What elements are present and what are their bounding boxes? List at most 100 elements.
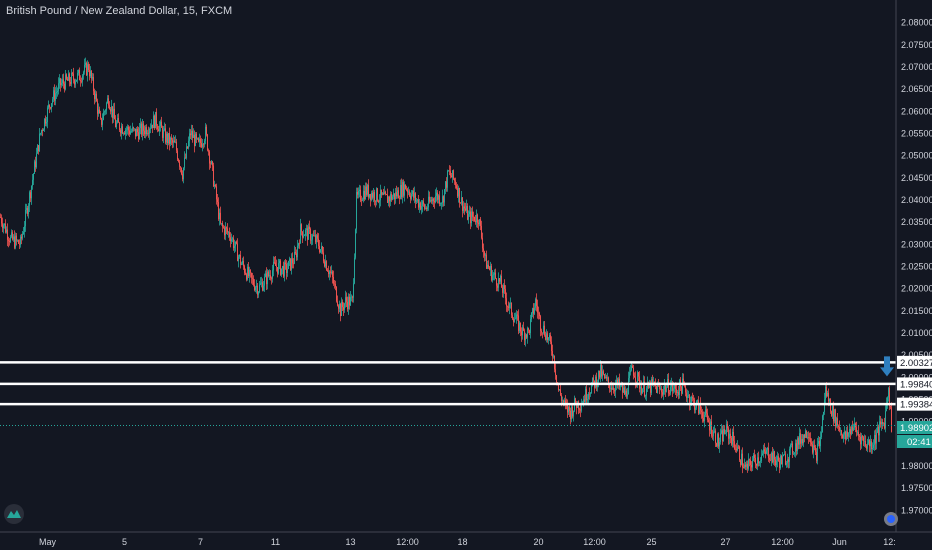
candle-body <box>771 452 772 461</box>
candle-body <box>560 389 561 396</box>
candle-body <box>386 194 387 195</box>
candle-body <box>77 72 78 80</box>
candle-body <box>35 161 36 168</box>
candle-body <box>796 443 797 452</box>
candle-body <box>706 409 707 414</box>
candle-body <box>677 392 678 394</box>
candle-body <box>623 387 624 393</box>
candle-body <box>227 228 228 233</box>
candle-body <box>828 392 829 402</box>
candle-body <box>139 128 140 140</box>
candle-body <box>179 161 180 167</box>
candle-body <box>336 286 337 302</box>
candle-body <box>519 322 520 331</box>
candle-body <box>827 392 828 397</box>
candle-body <box>872 448 873 450</box>
settings-icon[interactable] <box>884 512 898 526</box>
candle-body <box>603 371 604 374</box>
candle-body <box>510 302 511 304</box>
candle-body <box>337 301 338 306</box>
candle-body <box>565 400 566 404</box>
candle-body <box>848 432 849 437</box>
candle-body <box>170 137 171 144</box>
candle-body <box>111 106 112 112</box>
candle-body <box>259 284 260 293</box>
candle-body <box>728 428 729 439</box>
candle-body <box>324 261 325 267</box>
candle-body <box>240 254 241 265</box>
candle-body <box>198 138 199 142</box>
candle-body <box>860 436 861 445</box>
candle-body <box>598 370 599 383</box>
candle-body <box>26 208 27 210</box>
candle-body <box>843 434 844 439</box>
candle-body <box>425 208 426 209</box>
candle-body <box>709 422 710 431</box>
candle-body <box>792 443 793 454</box>
candle-body <box>457 188 458 197</box>
candle-body <box>213 165 214 187</box>
candle-body <box>702 412 703 418</box>
candle-body <box>174 140 175 143</box>
candle-body <box>505 289 506 299</box>
candle-body <box>44 118 45 130</box>
candle-body <box>561 395 562 401</box>
candle-body <box>193 134 194 138</box>
candle-body <box>638 372 639 377</box>
candle-body <box>485 254 486 256</box>
candle-body <box>534 307 535 314</box>
candle-body <box>96 93 97 102</box>
candle-body <box>415 193 416 202</box>
candle-body <box>342 301 343 308</box>
candle-body <box>287 268 288 273</box>
candle-body <box>282 266 283 269</box>
candle-body <box>248 266 249 277</box>
candle-body <box>391 194 392 200</box>
candle-body <box>715 430 716 444</box>
candle-body <box>392 196 393 200</box>
candle-body <box>441 203 442 204</box>
candle-body <box>419 202 420 208</box>
tradingview-logo-icon[interactable] <box>4 504 24 524</box>
candle-body <box>212 161 213 166</box>
candle-body <box>181 167 182 175</box>
candle-body <box>875 435 876 444</box>
last-price-badges: 1.98902 02:41 <box>897 421 932 448</box>
candle-body <box>717 434 718 447</box>
candle-body <box>887 397 888 403</box>
candle-body <box>177 150 178 160</box>
candle-body <box>254 284 255 290</box>
candle-body <box>109 105 110 110</box>
time-tick-label: Jun <box>832 537 847 547</box>
candle-body <box>599 370 600 378</box>
candle-body <box>201 142 202 147</box>
candle-body <box>413 190 414 198</box>
candle-body <box>609 383 610 389</box>
candle-body <box>746 463 747 467</box>
candle-body <box>686 392 687 398</box>
candle-body <box>869 439 870 447</box>
candle-body <box>580 409 581 411</box>
time-tick-label: 5 <box>122 537 127 547</box>
level-price-badge <box>897 377 932 391</box>
candle-body <box>58 83 59 91</box>
candle-body <box>243 260 244 267</box>
candle-body <box>493 274 494 276</box>
horizontal-levels-layer[interactable] <box>0 361 896 406</box>
candle-body <box>231 239 232 242</box>
candle-body <box>422 201 423 207</box>
candle-body <box>718 434 719 447</box>
time-axis[interactable]: May 5 7 11 13 12:00 18 20 12:00 25 27 12:00 Jun 12: <box>39 537 896 547</box>
price-axis[interactable]: 2.08000 2.07500 2.07000 2.06500 2.06000 2.055… <box>901 18 932 516</box>
candle-body <box>622 384 623 393</box>
candle-body <box>662 392 663 395</box>
candle-body <box>442 196 443 204</box>
candle-body <box>80 80 81 82</box>
candle-body <box>372 193 373 198</box>
candle-body <box>483 248 484 252</box>
candle-body <box>238 256 239 262</box>
candle-body <box>637 372 638 383</box>
candle-body <box>101 118 102 125</box>
candle-body <box>482 237 483 249</box>
